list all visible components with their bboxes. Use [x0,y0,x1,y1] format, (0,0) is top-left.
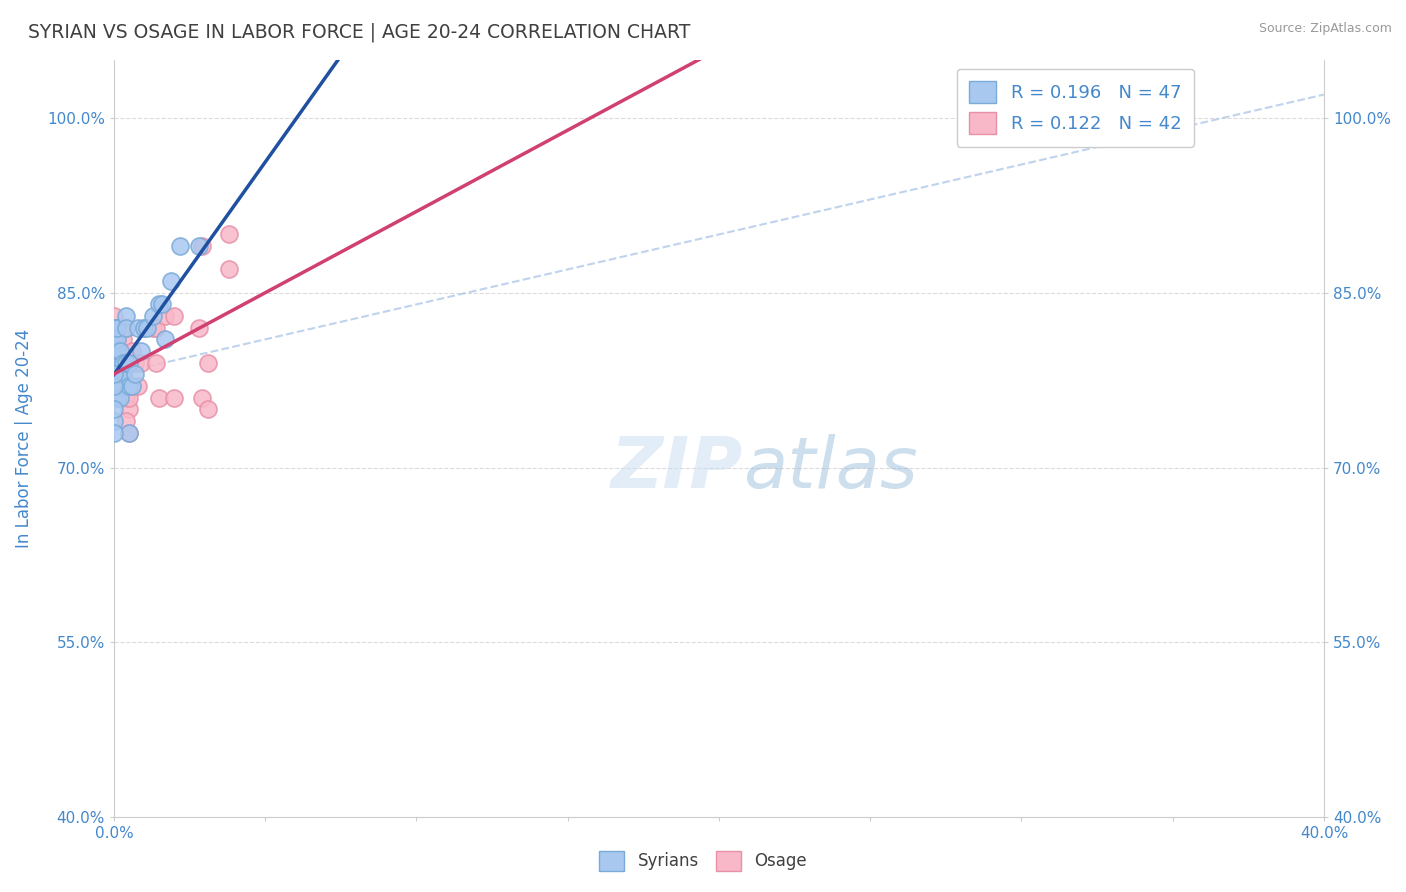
Point [103,344,125,359]
Point [108,379,131,393]
Point [148,297,170,311]
Point [169,239,191,253]
Point [197,402,219,417]
Point [145,320,167,334]
Point [187,320,209,334]
Point [118,391,141,405]
Point [134,320,156,334]
Text: SYRIAN VS OSAGE IN LABOR FORCE | AGE 20-24 CORRELATION CHART: SYRIAN VS OSAGE IN LABOR FORCE | AGE 20-… [28,22,690,42]
Text: Source: ZipAtlas.com: Source: ZipAtlas.com [1258,22,1392,36]
Point [103,344,125,359]
Point [136,320,159,334]
Point [103,309,125,323]
Point [118,425,141,440]
Point [103,344,125,359]
Point [163,391,186,405]
Point [145,356,167,370]
Point [103,379,125,393]
Point [105,320,128,334]
Point [103,332,125,346]
Point [115,414,138,428]
Text: ZIP: ZIP [610,434,744,503]
Point [187,239,209,253]
Point [118,425,141,440]
Point [105,332,128,346]
Point [108,379,131,393]
Point [103,414,125,428]
Point [163,309,186,323]
Point [103,356,125,370]
Point [103,368,125,382]
Point [115,309,138,323]
Point [148,391,170,405]
Point [115,320,138,334]
Point [105,391,128,405]
Point [105,320,128,334]
Point [103,320,125,334]
Point [129,344,152,359]
Point [103,425,125,440]
Point [103,368,125,382]
Point [115,356,138,370]
Point [129,356,152,370]
Point [103,368,125,382]
Point [190,239,212,253]
Point [108,344,131,359]
Point [105,356,128,370]
Point [121,379,143,393]
Point [124,356,146,370]
Point [103,368,125,382]
Point [127,320,149,334]
Point [121,344,143,359]
Point [150,297,173,311]
Point [115,320,138,334]
Point [115,391,138,405]
Point [197,356,219,370]
Text: atlas: atlas [744,434,918,503]
Point [111,332,134,346]
Point [124,368,146,382]
Point [155,332,177,346]
Point [105,356,128,370]
Point [108,344,131,359]
Point [118,356,141,370]
Point [103,402,125,417]
Point [111,368,134,382]
Point [155,309,177,323]
Point [103,320,125,334]
Point [108,368,131,382]
Point [190,391,212,405]
Legend: R = 0.196   N = 47, R = 0.122   N = 42: R = 0.196 N = 47, R = 0.122 N = 42 [956,69,1194,147]
Point [103,356,125,370]
Point [121,379,143,393]
Point [111,356,134,370]
Point [103,356,125,370]
Point [108,391,131,405]
Point [118,379,141,393]
Point [115,356,138,370]
Point [103,344,125,359]
Point [105,332,128,346]
Point [103,332,125,346]
Point [111,368,134,382]
Legend: Syrians, Osage: Syrians, Osage [591,842,815,880]
Y-axis label: In Labor Force | Age 20-24: In Labor Force | Age 20-24 [15,329,32,548]
Point [218,227,240,242]
Point [142,309,165,323]
Point [103,379,125,393]
Point [142,320,165,334]
Point [105,391,128,405]
Point [108,368,131,382]
Point [118,402,141,417]
Point [108,368,131,382]
Point [134,320,156,334]
Point [105,344,128,359]
Point [127,379,149,393]
Point [160,274,183,288]
Point [105,368,128,382]
Point [218,262,240,277]
